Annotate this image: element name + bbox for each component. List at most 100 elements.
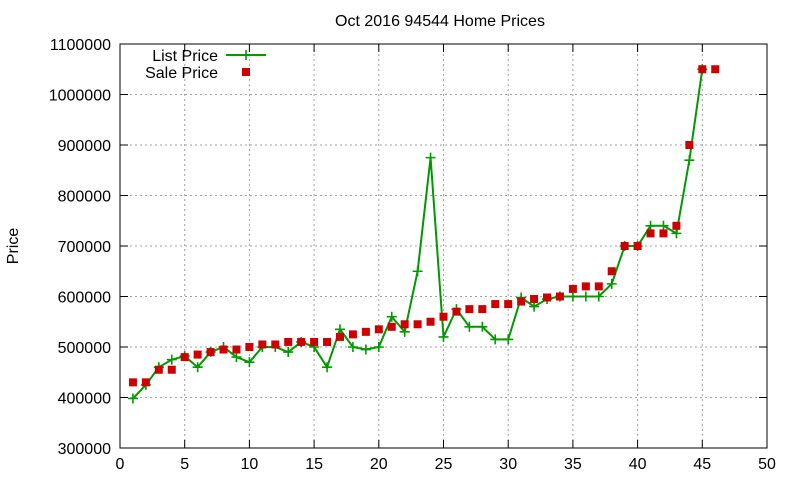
y-tick-label: 400000 [58,391,111,408]
y-tick-label: 900000 [58,138,111,155]
data-point [180,353,189,362]
x-tick-label: 10 [241,456,259,473]
x-tick-label: 5 [180,456,189,473]
x-tick-label: 25 [435,456,453,473]
y-tick-label: 800000 [58,189,111,206]
data-point [360,344,371,355]
data-point [698,65,707,74]
data-point [659,229,668,238]
data-point [658,220,669,231]
data-point [517,297,526,306]
y-tick-label: 1100000 [50,37,111,54]
legend-label: List Price [152,48,218,65]
data-point [284,337,293,346]
data-point [297,337,306,346]
data-point [568,284,577,293]
y-tick-label: 1000000 [49,88,111,105]
data-point [154,365,163,374]
data-point [671,228,682,239]
data-point [426,317,435,326]
data-point [127,393,138,404]
data-point [593,291,604,302]
data-point [594,282,603,291]
series-line [132,69,704,400]
data-point [490,334,501,345]
data-point [477,321,488,332]
data-point [335,332,344,341]
data-point [504,300,513,309]
data-point [465,305,474,314]
data-point [464,321,475,332]
x-tick-label: 45 [693,456,711,473]
data-point [633,242,642,250]
data-point [530,295,539,304]
x-tick-label: 15 [305,456,323,473]
data-point [283,347,294,358]
data-point [439,312,448,321]
data-point [193,350,202,359]
data-point [646,229,655,238]
y-tick-label: 600000 [58,290,111,307]
data-point [685,141,694,149]
data-point [684,155,695,166]
axis-layer: 0 5 10 15 20 25 30 35 40 45 50 300000 400000 500000 60… [49,37,776,473]
data-point [231,352,242,363]
data-point [244,357,255,368]
legend-label: Sale Price [145,65,218,82]
grid-layer [120,44,767,448]
data-point [386,311,397,322]
data-point [567,291,578,302]
data-point [245,343,254,351]
data-point [192,362,203,373]
data-point [361,327,370,336]
data-point [166,354,177,365]
data-point [400,320,409,329]
data-point [374,325,383,334]
legend-marker [241,50,251,60]
data-point [543,293,552,302]
x-tick-label: 0 [116,456,125,473]
data-point [413,320,422,329]
data-point [555,292,564,301]
data-point [334,324,345,335]
legend-marker [242,68,250,76]
data-point [258,340,267,349]
data-point [606,278,617,289]
data-point [491,300,500,309]
data-point [438,331,449,342]
data-point [232,345,241,354]
y-tick-label: 700000 [58,239,111,256]
y-tick-label: 500000 [58,340,111,357]
data-point [141,378,150,387]
data-point [452,307,461,316]
data-point [581,282,590,291]
data-point [711,65,720,74]
series-layer [127,64,720,404]
plot-frame [119,43,768,449]
data-point [607,267,616,276]
x-tick-label: 50 [758,456,776,473]
data-point [128,378,137,387]
data-point [373,342,384,352]
y-axis-label: Price [5,228,22,265]
data-point [206,348,215,357]
data-point [478,305,487,314]
data-point [645,220,656,231]
data-point [347,342,358,352]
x-tick-label: 40 [629,456,647,473]
series-2 [128,65,720,387]
chart-title: Oct 2016 94544 Home Prices [335,13,545,30]
y-tick-label: 300000 [58,441,111,458]
data-point [167,365,176,374]
data-point [529,301,540,312]
data-point [219,345,228,354]
x-tick-label: 20 [370,456,388,473]
data-point [387,322,396,331]
x-tick-label: 30 [499,456,517,473]
data-point [322,362,333,373]
data-point [271,340,280,349]
data-point [620,242,629,250]
data-point [672,221,681,230]
